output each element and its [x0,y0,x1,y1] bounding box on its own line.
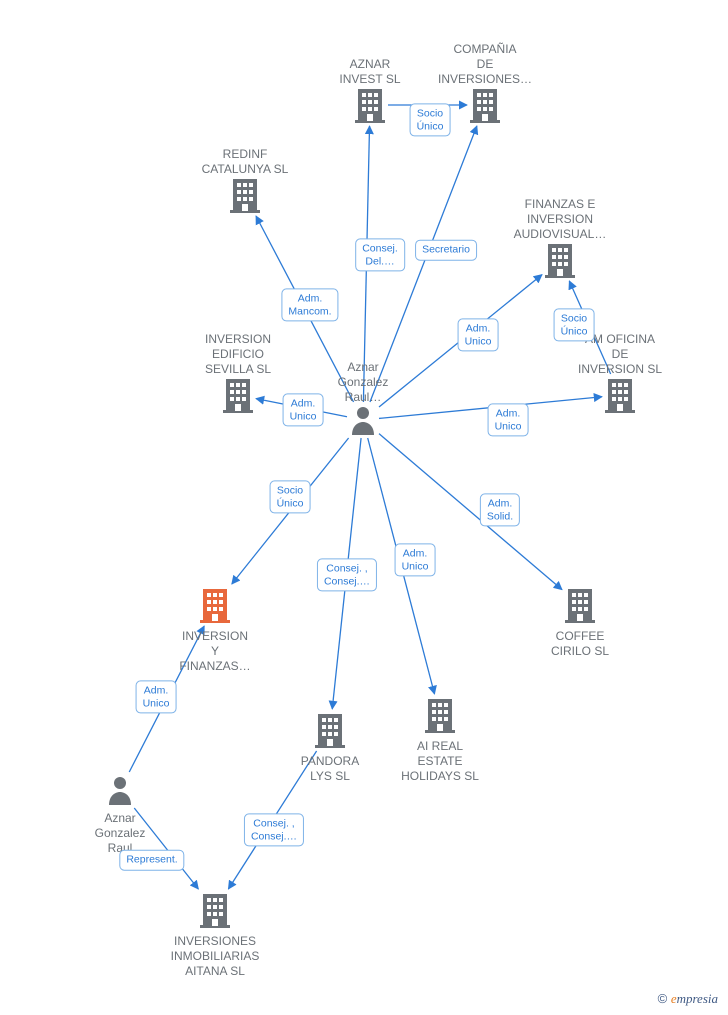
building-icon [605,402,635,416]
diagram-canvas: Aznar Gonzalez Raul… AZNAR INVEST SL COM… [0,0,728,1015]
node-label: INVERSION Y FINANZAS… [155,629,275,674]
edge-label[interactable]: Adm. Unico [488,403,529,436]
node-label: REDINF CATALUNYA SL [185,147,305,177]
node-label: INVERSIONES INMOBILIARIAS AITANA SL [155,934,275,979]
edge-label[interactable]: Consej. Del.… [355,238,405,271]
edge-label[interactable]: Consej. , Consej.… [244,813,304,846]
edge-label[interactable]: Socio Único [270,480,311,513]
person-icon [350,424,376,438]
brand-rest: mpresia [677,991,718,1006]
building-icon [200,917,230,931]
building-icon [425,722,455,736]
watermark: © empresia [658,991,718,1007]
edge-label[interactable]: Adm. Mancom. [281,288,338,321]
edge-label[interactable]: Adm. Solid. [480,493,520,526]
node-label: COMPAÑIA DE INVERSIONES… [425,42,545,87]
building-icon [565,612,595,626]
edge-label[interactable]: Adm. Unico [136,680,177,713]
edge-label[interactable]: Adm. Unico [458,318,499,351]
company-node[interactable]: INVERSION Y FINANZAS… [155,587,275,674]
building-icon [200,612,230,626]
company-node[interactable]: AI REAL ESTATE HOLIDAYS SL [380,697,500,784]
building-icon [355,112,385,126]
edge-label[interactable]: Socio Único [554,308,595,341]
edge-label[interactable]: Secretario [415,240,477,261]
node-label: PANDORA LYS SL [270,754,390,784]
building-icon [230,202,260,216]
copyright-symbol: © [658,991,668,1006]
edge-label[interactable]: Represent. [119,850,184,871]
company-node[interactable]: INVERSIONES INMOBILIARIAS AITANA SL [155,892,275,979]
edge-label[interactable]: Adm. Unico [283,393,324,426]
person-node[interactable]: Aznar Gonzalez Raul [60,775,180,856]
company-node[interactable]: PANDORA LYS SL [270,712,390,784]
person-icon [107,794,133,808]
node-label: INVERSION EDIFICIO SEVILLA SL [178,332,298,377]
node-label: FINANZAS E INVERSION AUDIOVISUAL… [500,197,620,242]
building-icon [315,737,345,751]
company-node[interactable]: COFFEE CIRILO SL [520,587,640,659]
building-icon [470,112,500,126]
building-icon [223,402,253,416]
company-node[interactable]: FINANZAS E INVERSION AUDIOVISUAL… [500,195,620,282]
edge-label[interactable]: Adm. Unico [395,543,436,576]
node-label: AZNAR INVEST SL [310,57,430,87]
company-node[interactable]: AM OFICINA DE INVERSION SL [560,330,680,417]
company-node[interactable]: REDINF CATALUNYA SL [185,145,305,217]
node-label: AI REAL ESTATE HOLIDAYS SL [380,739,500,784]
node-label: COFFEE CIRILO SL [520,629,640,659]
edge-label[interactable]: Socio Único [410,103,451,136]
edge-label[interactable]: Consej. , Consej.… [317,558,377,591]
company-node[interactable]: INVERSION EDIFICIO SEVILLA SL [178,330,298,417]
edges-layer [0,0,728,1015]
building-icon [545,267,575,281]
